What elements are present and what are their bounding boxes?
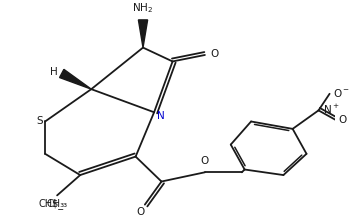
Text: CH$_₃: CH$_₃ bbox=[39, 198, 68, 209]
Text: O: O bbox=[210, 49, 219, 59]
Text: H: H bbox=[50, 67, 58, 77]
Polygon shape bbox=[59, 69, 91, 89]
Text: O: O bbox=[136, 207, 145, 217]
Text: CH₃: CH₃ bbox=[46, 199, 64, 209]
Text: O$^-$: O$^-$ bbox=[333, 87, 350, 99]
Text: O: O bbox=[201, 156, 209, 166]
Text: O: O bbox=[339, 115, 347, 125]
Polygon shape bbox=[138, 20, 148, 48]
Text: N$^+$: N$^+$ bbox=[323, 103, 340, 116]
Text: N: N bbox=[157, 111, 164, 121]
Text: NH$_2$: NH$_2$ bbox=[132, 2, 153, 15]
Text: S: S bbox=[36, 117, 43, 127]
